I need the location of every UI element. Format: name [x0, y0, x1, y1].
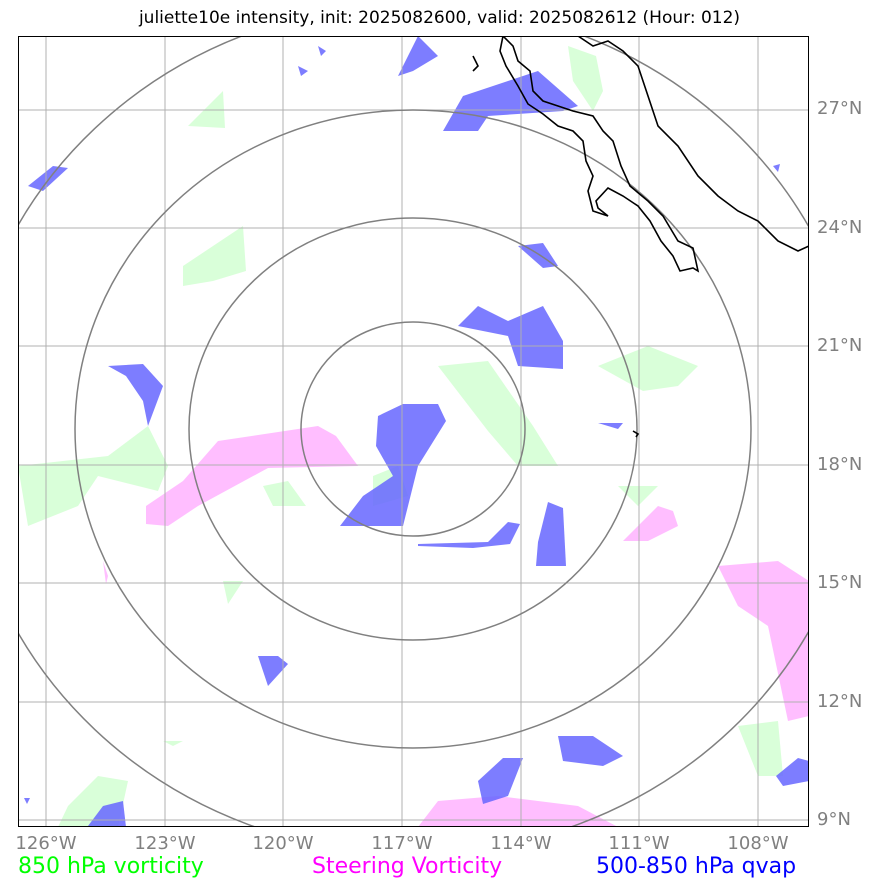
- legend-steering-vorticity: Steering Vorticity: [312, 854, 503, 879]
- coastline: [472, 36, 809, 438]
- lon-label-123w: 123°W: [134, 833, 196, 854]
- lon-label-126w: 126°W: [15, 833, 77, 854]
- legend-850-vorticity: 850 hPa vorticity: [18, 854, 204, 879]
- lat-label-15n: 15°N: [817, 572, 863, 593]
- lon-label-111w: 111°W: [608, 833, 670, 854]
- lat-label-9n: 9°N: [817, 809, 851, 830]
- range-rings: [18, 36, 809, 827]
- map-title: juliette10e intensity, init: 2025082600,…: [138, 8, 741, 28]
- lat-label-12n: 12°N: [817, 691, 863, 712]
- lon-label-117w: 117°W: [371, 833, 433, 854]
- lat-label-24n: 24°N: [817, 217, 863, 238]
- lat-label-18n: 18°N: [817, 454, 863, 475]
- lon-label-108w: 108°W: [727, 833, 789, 854]
- lon-label-120w: 120°W: [252, 833, 314, 854]
- map-panel: [18, 36, 809, 827]
- lat-label-21n: 21°N: [817, 335, 863, 356]
- lat-label-27n: 27°N: [817, 98, 863, 119]
- lon-label-114w: 114°W: [490, 833, 552, 854]
- grid-lines: [18, 36, 809, 827]
- steering-vorticity-shading: [103, 426, 809, 827]
- legend-qvap: 500-850 hPa qvap: [596, 854, 797, 879]
